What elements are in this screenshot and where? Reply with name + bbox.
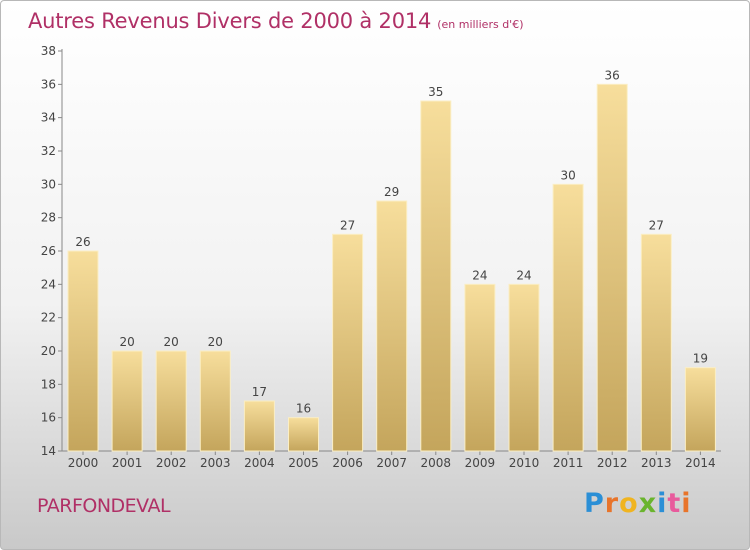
y-tick-label: 20 [41,344,56,358]
x-tick-label-2006: 2006 [332,456,363,470]
bar-2007 [376,200,408,452]
town-name: PARFONDEVAL [37,495,171,517]
x-tick-label-2007: 2007 [376,456,407,470]
data-label-2009: 24 [472,268,487,282]
x-tick-label-2014: 2014 [685,456,716,470]
bar-2004 [243,400,275,452]
bar-2011 [552,183,584,452]
y-tick-label: 24 [41,277,56,291]
x-tick-label-2010: 2010 [509,456,540,470]
bar-2003 [199,350,231,452]
proxiti-logo: Proxiti [584,488,692,519]
data-label-2004: 17 [252,385,267,399]
bar-2013 [640,233,672,452]
chart-title-text: Autres Revenus Divers de 2000 à 2014 [28,9,432,33]
data-label-2007: 29 [384,185,399,199]
bar-2000 [67,250,99,452]
bar-2012 [596,83,628,452]
data-label-2010: 24 [516,268,531,282]
x-tick-label-2002: 2002 [156,456,187,470]
y-tick-label: 22 [41,311,56,325]
data-label-2012: 36 [605,68,620,82]
y-tick-label: 32 [41,144,56,158]
y-tick-label: 36 [41,77,56,91]
bar-2005 [288,417,319,452]
x-tick-label-2004: 2004 [244,456,275,470]
data-label-2001: 20 [119,335,134,349]
data-label-2005: 16 [296,402,311,416]
x-tick-label-2001: 2001 [112,456,143,470]
bar-2009 [464,283,496,452]
chart-unit: (en milliers d'€) [437,18,524,31]
bar-2001 [111,350,143,452]
data-label-2000: 26 [75,235,90,249]
data-label-2006: 27 [340,218,355,232]
y-tick-label: 34 [41,111,56,125]
data-label-2008: 35 [428,85,443,99]
x-tick-label-2013: 2013 [641,456,672,470]
x-tick-label-2003: 2003 [200,456,231,470]
data-label-2002: 20 [164,335,179,349]
y-tick-label: 18 [41,377,56,391]
data-label-2003: 20 [208,335,223,349]
y-tick-label: 28 [41,211,56,225]
x-tick-label-2000: 2000 [68,456,99,470]
y-tick-label: 30 [41,177,56,191]
y-tick-label: 38 [41,44,56,58]
bar-2010 [508,283,540,452]
bar-2006 [332,233,364,452]
data-label-2014: 19 [693,352,708,366]
y-tick-label: 14 [41,444,56,458]
bar-2008 [420,100,452,452]
x-tick-label-2011: 2011 [553,456,584,470]
bar-2014 [684,367,716,452]
data-label-2013: 27 [649,218,664,232]
bar-2002 [155,350,187,452]
x-tick-label-2005: 2005 [288,456,319,470]
chart-title: Autres Revenus Divers de 2000 à 2014 (en … [28,9,523,33]
x-tick-label-2009: 2009 [465,456,496,470]
x-tick-label-2012: 2012 [597,456,628,470]
y-tick-label: 16 [41,411,56,425]
x-tick-label-2008: 2008 [421,456,452,470]
data-label-2011: 30 [560,168,575,182]
y-tick-label: 26 [41,244,56,258]
